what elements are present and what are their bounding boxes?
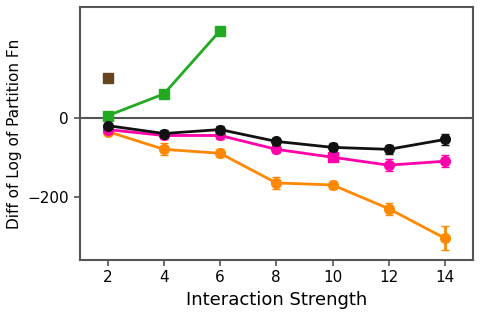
Y-axis label: Diff of Log of Partition Fn: Diff of Log of Partition Fn [7, 38, 22, 229]
X-axis label: Interaction Strength: Interaction Strength [186, 291, 367, 309]
